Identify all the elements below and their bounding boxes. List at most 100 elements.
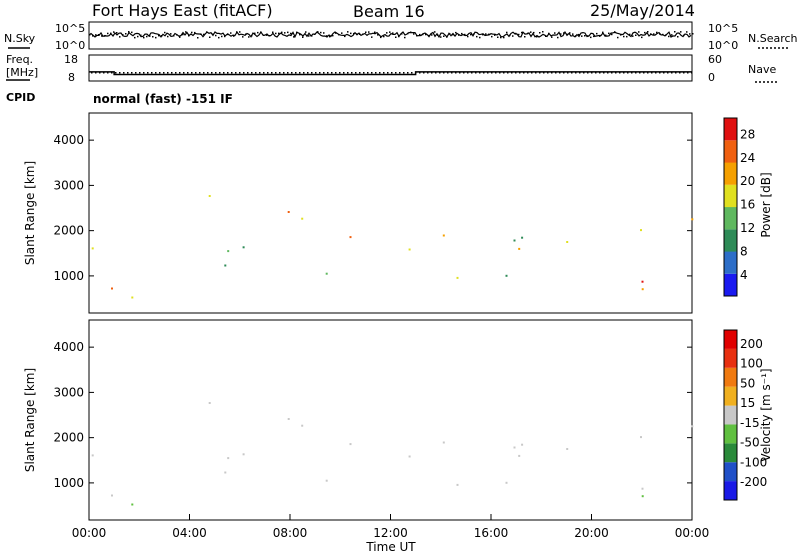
nave-dot [391,72,393,74]
nave-dot [531,72,533,74]
nave-dot [523,72,525,74]
nave-dot [519,72,521,74]
colorbar-cell [724,424,737,444]
noise-search-dot [503,36,505,39]
noise-search-dot [455,31,457,34]
nave-dot [315,72,317,74]
nave-dot [223,72,225,74]
nave-dot [639,72,641,74]
velocity-pixel [301,424,304,427]
noise-search-dot [245,33,247,35]
noise-search-dot [344,35,346,38]
noise-search-dot [545,35,547,37]
nave-dot [231,72,233,74]
nave-dot [147,72,149,74]
velocity-pixel [408,455,411,458]
colorbar-cell [724,251,737,274]
nave-dot [463,72,465,74]
colorbar-tick: -15 [740,416,760,430]
colorbar-tick: 200 [740,337,763,351]
nave-dot [363,72,365,74]
noise-search-dot [359,33,361,35]
noise-search-dot [341,32,343,34]
noise-search-dot [107,32,109,35]
power-pixel [131,296,134,299]
noise-search-dot [404,36,406,39]
noise-left-tick-bottom: 10^0 [55,39,85,52]
nave-dot [159,72,161,74]
noise-search-dot [197,37,199,39]
noise-search-dot [152,36,154,38]
noise-search-dot [338,33,340,36]
power-pixel [640,229,642,232]
velocity-pixel [131,503,134,506]
nave-label: Nave [748,63,776,76]
nave-dot [655,72,657,74]
colorbar-cell [724,367,737,387]
xtick-label: 00:00 [675,526,710,540]
nave-dot [439,72,441,74]
noise-right-tick-top: 10^5 [708,22,738,35]
noise-search-dot [692,33,694,35]
freq-left-tick-bottom: 8 [68,71,75,84]
nave-dot [515,72,517,74]
nave-dot [263,72,265,74]
noise-search-dot [611,33,613,36]
nave-dot [383,72,385,74]
noise-search-dot [602,31,604,34]
noise-search-dot [590,36,592,39]
velocity-pixel [111,494,113,497]
nave-dot [139,72,141,74]
noise-search-dot [251,34,253,37]
nave-dot [319,72,321,74]
noise-search-dot [323,32,325,34]
noise-search-dot [128,31,130,33]
xtick-label: 20:00 [574,526,609,540]
nave-dot [427,72,429,74]
nave-dot [131,72,133,74]
noise-search-dot [209,36,211,38]
noise-search-dot [287,31,289,34]
colorbar-cell [724,462,737,482]
nave-dot [503,72,505,74]
noise-search-dot [296,31,298,34]
noise-search-dot [275,32,277,35]
nave-dot [387,72,389,74]
power-pixels [91,195,694,299]
nave-dot [583,72,585,74]
noise-search-dot [599,35,601,37]
power-pixel [287,211,290,213]
power-pixel [408,248,411,251]
noise-search-dot [626,35,628,38]
noise-search-dot [137,35,139,38]
noise-search-dot [257,31,259,34]
nave-dot [395,72,397,74]
noise-search-dot [677,36,679,38]
nave-dot [355,72,357,74]
nave-dot [415,72,417,74]
noise-search-dot [647,31,649,33]
noise-search-dot [428,34,430,37]
noise-search-dot [134,36,136,39]
nave-dot [271,72,273,74]
nave-dot [91,72,93,74]
noise-search-dot [659,33,661,35]
noise-search-dot [482,33,484,36]
noise-search-dot [662,33,664,36]
nave-dot [635,72,637,74]
nave-dot [371,72,373,74]
noise-search-dot [368,31,370,33]
nave-dot [367,72,369,74]
noise-search-dot [191,31,193,34]
noise-search-dot [395,36,397,38]
nave-dot [651,72,653,74]
nave-dot [307,72,309,74]
noise-search-dot [536,36,538,38]
cpid-label: CPID [6,91,35,104]
xtick-label: 16:00 [474,526,509,540]
noise-search-dot [104,35,106,37]
nave-dot [555,72,557,74]
power-pixel [456,276,459,279]
nave-dot [615,72,617,74]
velocity-pixel [287,418,290,420]
